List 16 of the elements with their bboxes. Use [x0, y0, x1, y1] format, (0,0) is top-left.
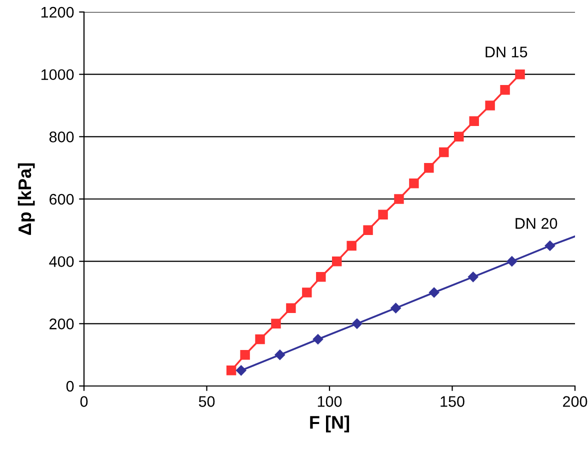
x-axis-title: F [N] — [310, 416, 350, 432]
x-tick-label: 200 — [563, 396, 588, 407]
y-axis-title: Δp [kPa] — [18, 163, 35, 235]
y-tick-label: 1200 — [41, 6, 74, 18]
y-tick-label: 800 — [49, 132, 74, 142]
y-tick-label: 600 — [50, 194, 74, 205]
x-tick-label: 150 — [440, 396, 464, 407]
series-label: DN 20 — [516, 218, 558, 229]
x-tick-label: 0 — [80, 396, 88, 407]
y-tick-label: 0 — [66, 380, 74, 392]
series-label: DN 15 — [486, 46, 528, 58]
y-tick-label: 400 — [49, 256, 74, 268]
y-tick-label: 1000 — [41, 69, 74, 80]
x-tick-label: 100 — [318, 396, 342, 407]
y-tick-label: 200 — [50, 318, 74, 330]
x-tick-label: 50 — [198, 396, 215, 407]
